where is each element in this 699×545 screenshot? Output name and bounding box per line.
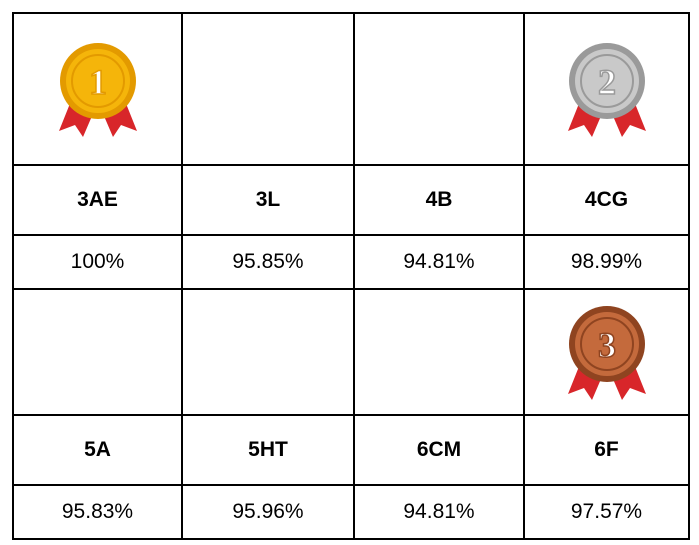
- medal-face: [574, 312, 639, 376]
- score: 95.83%: [12, 484, 183, 540]
- class-name: 4CG: [523, 164, 690, 236]
- medal-row: 3: [12, 288, 690, 416]
- medal-face: [65, 49, 130, 113]
- score: 97.57%: [523, 484, 690, 540]
- medal-ring: [579, 54, 634, 108]
- class-name: 4B: [353, 164, 525, 236]
- score-row: 100% 95.85% 94.81% 98.99%: [12, 234, 690, 290]
- class-name: 5A: [12, 414, 183, 486]
- medal-cell: [181, 288, 355, 416]
- medal-ring: [579, 317, 634, 371]
- score-row: 95.83% 95.96% 94.81% 97.57%: [12, 484, 690, 540]
- score: 95.85%: [181, 234, 355, 290]
- class-name: 5HT: [181, 414, 355, 486]
- medal-number: 2: [598, 62, 616, 102]
- medal-cell: 2: [523, 12, 690, 166]
- score: 100%: [12, 234, 183, 290]
- class-name: 3AE: [12, 164, 183, 236]
- medal-cell: 1: [12, 12, 183, 166]
- medal-cell: [181, 12, 355, 166]
- medal-face: [574, 49, 639, 113]
- medal: 3: [567, 306, 646, 400]
- results-table: 1 2 3AE 3L 4B 4CG 100% 95.85% 94.81% 98.99% 3 5A 5HT…: [12, 12, 690, 540]
- medal: 2: [567, 43, 646, 137]
- medal-cell: [353, 288, 525, 416]
- class-name: 3L: [181, 164, 355, 236]
- medal-cell: [353, 12, 525, 166]
- class-name: 6F: [523, 414, 690, 486]
- medal-number: 1: [89, 62, 107, 102]
- score: 94.81%: [353, 484, 525, 540]
- medal-number: 3: [598, 325, 616, 365]
- medal-ring: [70, 54, 125, 108]
- table-body: 1 2 3AE 3L 4B 4CG 100% 95.85% 94.81% 98.99% 3 5A 5HT…: [12, 12, 690, 540]
- medal: 1: [58, 43, 137, 137]
- score: 98.99%: [523, 234, 690, 290]
- name-row: 3AE 3L 4B 4CG: [12, 164, 690, 236]
- score: 94.81%: [353, 234, 525, 290]
- class-name: 6CM: [353, 414, 525, 486]
- medal-cell: 3: [523, 288, 690, 416]
- medal-cell: [12, 288, 183, 416]
- score: 95.96%: [181, 484, 355, 540]
- name-row: 5A 5HT 6CM 6F: [12, 414, 690, 486]
